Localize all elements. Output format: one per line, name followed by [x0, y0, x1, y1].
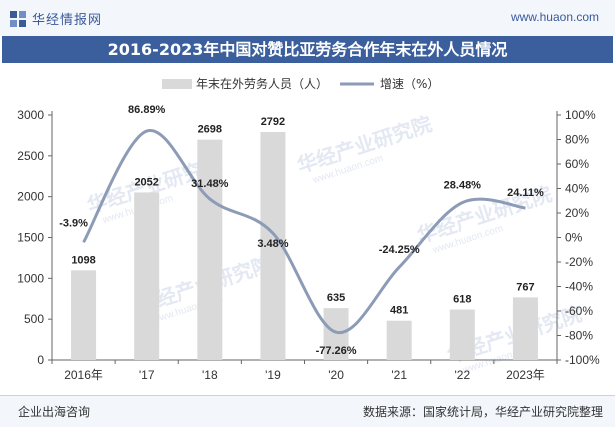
- line-value-label: -24.25%: [379, 244, 420, 256]
- brand-name: 华经情报网: [32, 12, 103, 27]
- top-bar: 华经情报网 www.huaon.com: [0, 0, 615, 36]
- footer-left-text[interactable]: 企业出海咨询: [18, 405, 91, 419]
- right-tick-label: -40%: [565, 280, 593, 294]
- legend-bar-swatch: [162, 79, 192, 89]
- line-value-label: 31.48%: [191, 178, 229, 190]
- line-value-label: -3.9%: [59, 217, 88, 229]
- right-tick-label: -20%: [565, 255, 593, 269]
- bar-value-label: 2052: [134, 176, 158, 188]
- footer-divider: [0, 395, 615, 396]
- brand[interactable]: 华经情报网: [10, 9, 102, 28]
- bar: [449, 309, 475, 360]
- line-value-label: 28.48%: [444, 180, 482, 192]
- x-tick-label: '18: [202, 368, 218, 382]
- bar-value-label: 2792: [261, 116, 285, 128]
- left-tick-label: 1500: [17, 231, 44, 245]
- bar: [71, 270, 97, 360]
- left-tick-label: 1000: [17, 271, 44, 285]
- site-url[interactable]: www.huaon.com: [510, 10, 599, 24]
- x-tick-label: '21: [391, 368, 407, 382]
- right-tick-label: 0%: [565, 231, 583, 245]
- bar-value-label: 618: [453, 294, 471, 306]
- bar-value-label: 2698: [198, 124, 222, 136]
- bar: [512, 297, 538, 360]
- right-tick-label: -100%: [565, 353, 600, 367]
- right-tick-label: -60%: [565, 304, 593, 318]
- left-tick-label: 2000: [17, 190, 44, 204]
- brand-logo-icon: [10, 10, 26, 27]
- bar: [197, 139, 223, 360]
- bar-value-label: 1098: [71, 254, 95, 266]
- bar: [134, 192, 160, 360]
- x-tick-label: '17: [139, 368, 155, 382]
- chart-title: 2016-2023年中国对赞比亚劳务合作年末在外人员情况: [2, 36, 613, 63]
- x-tick-label: 2023年: [506, 368, 545, 382]
- line-value-label: 24.11%: [507, 187, 544, 199]
- x-tick-label: '20: [328, 368, 344, 382]
- right-tick-label: 20%: [565, 206, 589, 220]
- legend-bar-label: 年末在外劳务人员（人）: [196, 76, 328, 91]
- right-tick-label: 80%: [565, 133, 589, 147]
- line-value-label: 86.89%: [128, 104, 166, 116]
- right-tick-label: 100%: [565, 108, 596, 122]
- right-tick-label: 40%: [565, 182, 589, 196]
- combo-chart: 华经产业研究院www.huaon.com华经产业研究院www.huaon.com…: [17, 76, 600, 382]
- left-tick-label: 3000: [17, 108, 44, 122]
- right-tick-label: 60%: [565, 157, 589, 171]
- x-tick-label: 2016年: [64, 368, 103, 382]
- left-tick-label: 2500: [17, 149, 44, 163]
- bar-value-label: 767: [516, 281, 534, 293]
- right-tick-label: -80%: [565, 329, 593, 343]
- bar: [386, 320, 412, 360]
- legend-line-label: 增速（%）: [380, 77, 439, 91]
- bar: [323, 308, 349, 360]
- growth-line: [82, 129, 526, 334]
- left-tick-label: 500: [24, 312, 44, 326]
- line-value-label: -77.26%: [316, 345, 357, 357]
- line-value-label: 3.48%: [257, 238, 288, 250]
- data-source-note: 数据来源：国家统计局，华经产业研究院整理: [362, 405, 603, 419]
- x-tick-label: '19: [265, 368, 281, 382]
- x-tick-label: '22: [454, 368, 470, 382]
- bar-value-label: 635: [327, 292, 345, 304]
- bar-value-label: 481: [390, 305, 408, 317]
- footer: 企业出海咨询 数据来源：国家统计局，华经产业研究院整理: [0, 395, 615, 427]
- left-tick-label: 0: [37, 353, 44, 367]
